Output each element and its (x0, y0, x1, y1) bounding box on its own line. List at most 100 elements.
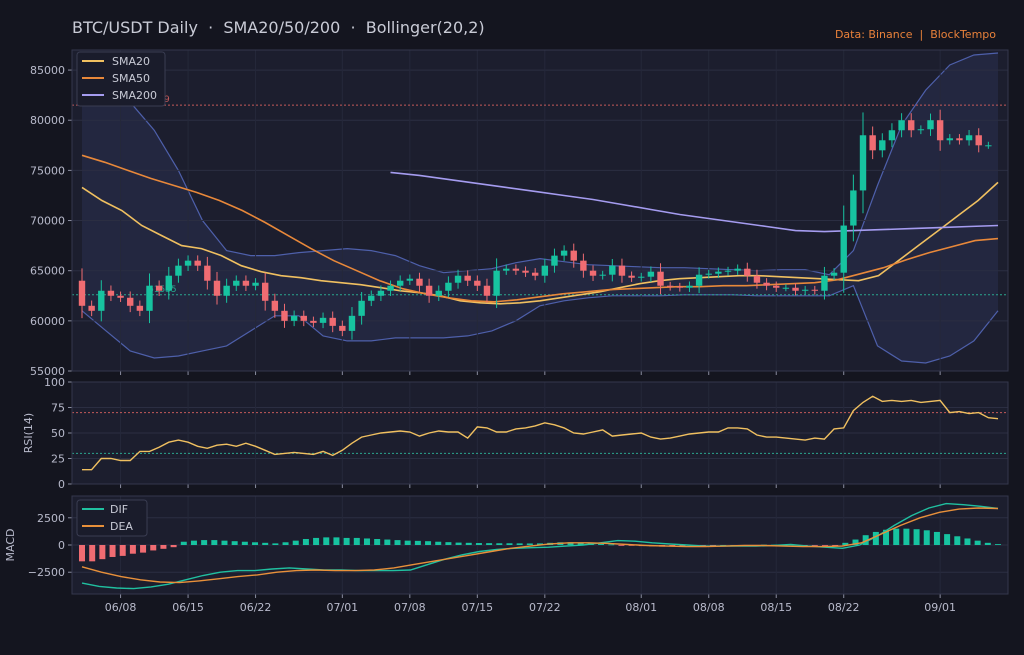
rsi-series (82, 395, 999, 471)
macd-histogram-bar (933, 531, 940, 545)
candle-body (657, 271, 664, 286)
macd-histogram-bar (241, 541, 248, 545)
macd-histogram-bar (384, 539, 391, 545)
macd-histogram-bar (211, 540, 218, 545)
data-source-label: Data: Binance | BlockTempo (834, 28, 996, 41)
candle-body (425, 285, 433, 296)
candle-body (724, 270, 732, 272)
legend-label: SMA50 (112, 72, 150, 85)
candle-body (580, 260, 587, 271)
candle-body (319, 317, 327, 323)
candle-body (879, 140, 886, 151)
candle-body (98, 290, 105, 311)
candle-body (840, 225, 847, 273)
macd-histogram-bar (160, 545, 167, 549)
candle-body (927, 120, 934, 130)
macd-histogram-bar (374, 539, 381, 545)
candle-body (368, 295, 375, 301)
macd-histogram-bar (343, 537, 350, 545)
price-ytick-label: 55000 (30, 365, 65, 378)
candle-body (290, 315, 298, 321)
macd-histogram-bar (516, 543, 523, 545)
candle-body (551, 255, 558, 266)
xtick-label: 07/15 (461, 601, 493, 614)
candle-body (175, 265, 182, 276)
candle-body (522, 270, 529, 273)
candle-body (744, 268, 751, 276)
rsi-ylabel: RSI(14) (22, 413, 35, 453)
legends: SMA20 SMA50 SMA200 DIF DEA (76, 51, 166, 537)
candle-body (117, 295, 124, 298)
xtick-label: 07/01 (326, 601, 358, 614)
rsi-ytick-label: 75 (51, 402, 65, 415)
candle-body (310, 320, 317, 323)
macd-histogram-bar (333, 537, 340, 545)
candle-body (956, 138, 963, 141)
candle-body (618, 265, 626, 276)
macd-histogram-bar (903, 528, 910, 545)
macd-histogram-bar (537, 543, 543, 545)
macd-histogram-bar (679, 545, 686, 547)
macd-histogram-bar (79, 545, 85, 562)
candle-body (165, 275, 172, 291)
candle-body (965, 135, 973, 141)
macd-histogram-bar (852, 539, 859, 545)
candle-body (609, 265, 616, 275)
macd-histogram-bar (353, 537, 360, 545)
candle-body (493, 270, 500, 296)
candle-body (474, 280, 481, 286)
macd-histogram-bar (496, 543, 503, 545)
macd-histogram-bar (913, 529, 920, 545)
candle-body (358, 300, 365, 316)
candle-body (830, 272, 838, 276)
candle-body (435, 290, 442, 296)
candle-body (946, 138, 953, 141)
candle-body (329, 317, 336, 326)
candle-body (888, 130, 896, 141)
macd-histogram-bar (394, 540, 401, 545)
bollinger-lower-line (81, 284, 999, 364)
candle-body (377, 290, 385, 296)
rsi-ytick-label: 0 (58, 478, 65, 491)
candle-body (445, 282, 452, 291)
macd-histogram-bar (974, 540, 981, 545)
macd-histogram-bar (435, 541, 442, 545)
panel-frame (71, 495, 1009, 595)
candle-body (194, 260, 201, 266)
candle-body (107, 290, 115, 296)
xtick-label: 06/15 (172, 601, 204, 614)
candle-body (512, 268, 520, 271)
candle-body (782, 287, 790, 289)
candle-body (271, 300, 279, 311)
price-ytick-label: 85000 (30, 64, 65, 77)
macd-histogram-bar (475, 543, 482, 545)
macd-histogram-bar (129, 545, 136, 554)
xtick-label: 06/08 (105, 601, 137, 614)
candle-body (531, 272, 539, 276)
candle-body (213, 280, 221, 296)
macd-histogram-bar (262, 542, 269, 545)
candle-body (503, 268, 510, 271)
rsi-line (82, 395, 999, 471)
macd-histogram-bar (150, 545, 157, 551)
legend-label: DIF (110, 503, 128, 516)
price-ytick-label: 60000 (30, 315, 65, 328)
panel-frame (71, 49, 1009, 372)
dea-line (81, 507, 999, 584)
macd-histogram-bar (608, 544, 615, 546)
xtick-label: 07/08 (394, 601, 426, 614)
candle-body (589, 270, 597, 276)
candle-body (146, 285, 153, 311)
macd-histogram-bar (984, 542, 991, 545)
macd-histogram-bar (109, 545, 116, 557)
macd-histogram-bar (883, 529, 890, 545)
macd-histogram-bar (995, 544, 1001, 545)
legend-label: SMA200 (112, 89, 157, 102)
candle-body (464, 275, 471, 281)
candle-body (908, 120, 915, 131)
macd-histogram-bar (252, 542, 259, 545)
candle-body (850, 190, 857, 226)
candle-body (262, 282, 269, 301)
candle-body (242, 280, 250, 286)
xtick-label: 07/22 (529, 601, 561, 614)
